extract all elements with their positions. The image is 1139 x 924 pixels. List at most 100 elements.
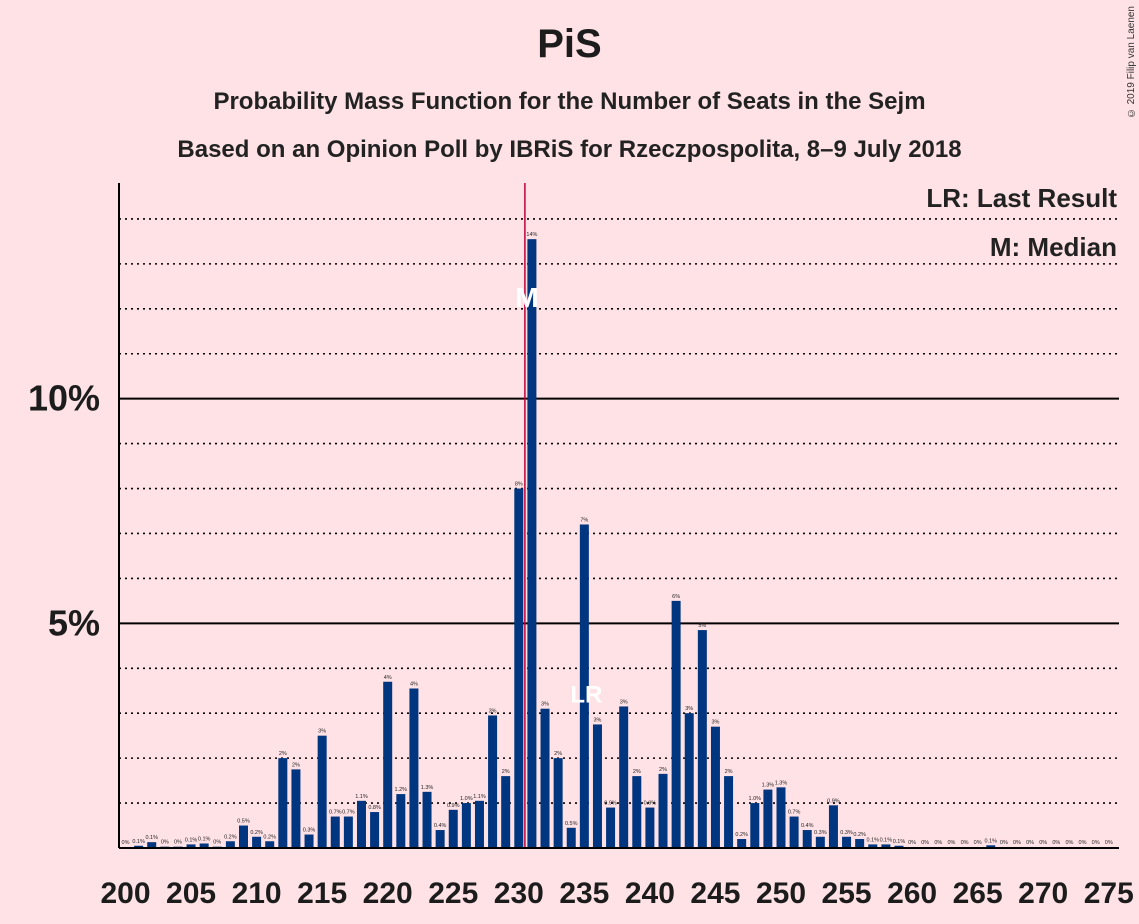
x-tick-label: 215 [297,877,347,910]
chart-subtitle: Probability Mass Function for the Number… [213,88,926,115]
bar-value-label: 0.7% [788,810,801,816]
bar-seat-225 [448,809,458,848]
bar-value-label: 0.7% [329,810,342,816]
bar-value-label: 2% [659,767,667,773]
bar-seat-266 [986,845,996,848]
bar-seat-220 [383,681,393,848]
bar-value-label: 0% [1079,840,1087,846]
bar-seat-218 [356,800,366,848]
x-tick-label: 250 [756,877,806,910]
bar-seat-228 [488,715,498,848]
bar-seat-239 [632,776,642,848]
bar-seat-241 [658,773,668,848]
bar-seat-209 [238,825,248,848]
bar-seat-256 [855,839,865,848]
bar-seat-233 [553,758,563,848]
x-tick-label: 240 [625,877,675,910]
x-tick-label: 220 [363,877,413,910]
bar-seat-222 [409,688,419,848]
bar-seat-244 [697,630,707,848]
bar-seat-229 [501,776,511,848]
bar-value-label: 3% [318,729,326,735]
bar-value-label: 3% [620,699,628,705]
bar-seat-235 [579,524,589,848]
axes: 5% 10% 200 205 210 215 220 225 230 235 240 245 250 25… [28,183,1134,910]
bar-value-label: 0% [213,840,221,846]
bar-value-label: 4% [384,675,392,681]
bar-value-label: 0.1% [198,837,211,843]
bar-value-label: 1.0% [460,796,473,802]
chart-title: PiS [537,22,602,66]
bar-seat-202 [147,842,157,848]
bar-value-label: 0.2% [224,834,237,840]
x-tick-label: 270 [1018,877,1068,910]
bar-value-label: 3% [711,720,719,726]
bar-value-label: 0.1% [866,837,879,843]
bar-seat-237 [606,807,616,848]
bar-value-label: 3% [489,708,497,714]
bar-value-label: 4% [410,681,418,687]
median-marker: M [515,282,538,313]
bar-value-label: 6% [672,594,680,600]
bar-seat-238 [619,706,629,848]
bar-value-label: 0.3% [814,830,827,836]
bar-seat-214 [304,834,314,848]
bar-labels: 0% 0.1%0.1%0% 0% 0.1% 0.1%0%0.2%0.5%0.2%0.2%… [122,232,1113,846]
bar-value-label: 0.9% [447,803,460,809]
bar-seat-251 [789,816,799,848]
x-tick-label: 265 [953,877,1003,910]
bar-value-label: 2% [554,751,562,757]
bar-seat-255 [842,836,852,848]
bar-value-label: 1.2% [395,787,408,793]
bar-value-label: 1.3% [421,785,434,791]
y-tick-label: 5% [48,602,100,643]
bar-seat-252 [802,830,812,848]
bar-seat-221 [396,794,406,848]
bar-seat-247 [737,839,747,848]
bar-seat-234 [566,827,576,848]
gridlines [119,218,1119,804]
bar-value-label: 0% [921,840,929,846]
x-tick-label: 275 [1084,877,1134,910]
bar-value-label: 0% [908,840,916,846]
bar-seat-227 [474,800,484,848]
bar-value-label: 14% [526,232,537,238]
bars [121,239,1114,849]
bar-value-label: 0.7% [342,810,355,816]
bar-seat-231 [527,239,537,849]
x-tick-label: 260 [887,877,937,910]
bar-seat-205 [186,844,196,848]
bar-seat-215 [317,735,327,848]
bar-value-label: 0% [122,840,130,846]
bar-value-label: 1.1% [473,794,486,800]
bar-value-label: 0% [1065,840,1073,846]
bar-value-label: 0.9% [827,798,840,804]
legend-last-result: LR: Last Result [926,183,1117,213]
bar-value-label: 2% [633,769,641,775]
bar-value-label: 0.1% [185,837,198,843]
bar-seat-210 [252,836,262,848]
bar-value-label: 0.5% [237,819,250,825]
bar-value-label: 2% [725,769,733,775]
bar-seat-236 [592,724,602,848]
bar-value-label: 0% [161,840,169,846]
bar-value-label: 0% [947,840,955,846]
bar-value-label: 0.1% [893,839,906,845]
bar-seat-226 [461,803,471,848]
bar-seat-258 [881,844,891,848]
x-tick-label: 230 [494,877,544,910]
bar-value-label: 0.2% [853,832,866,838]
bar-value-label: 0.1% [880,837,893,843]
x-tick-label: 210 [232,877,282,910]
x-tick-label: 255 [822,877,872,910]
bar-value-label: 2% [279,751,287,757]
bar-value-label: 0% [1026,840,1034,846]
last-result-marker: LR [570,681,602,708]
bar-value-label: 3% [541,702,549,708]
bar-seat-240 [645,807,655,848]
bar-seat-213 [291,769,301,848]
bar-value-label: 0.2% [735,832,748,838]
bar-seat-211 [265,841,275,848]
bar-seat-206 [199,843,209,848]
